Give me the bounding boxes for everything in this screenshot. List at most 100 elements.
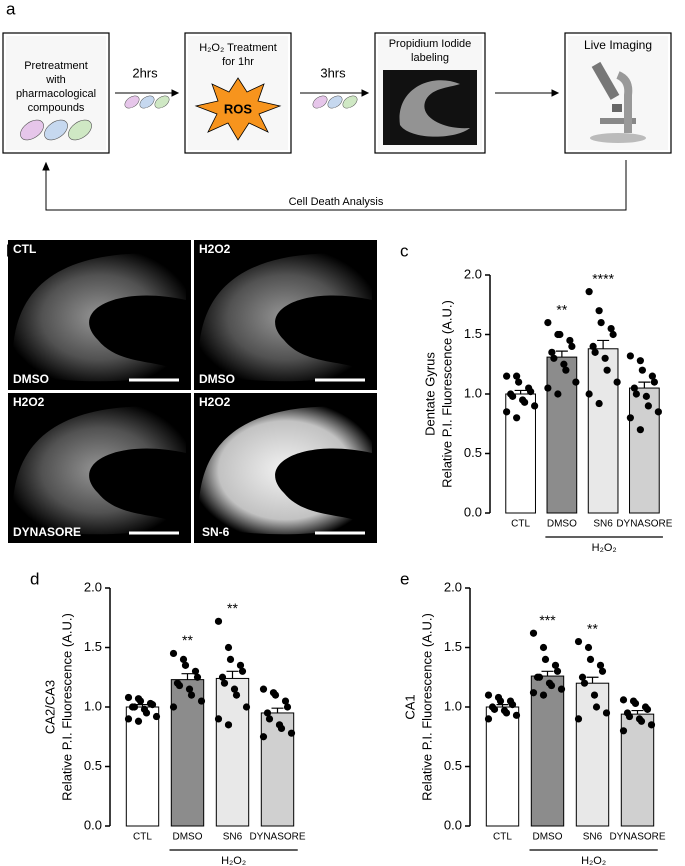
data-point — [230, 685, 239, 693]
data-point — [224, 643, 233, 652]
microscope-icon — [590, 61, 646, 143]
image-label: H2O2 — [199, 242, 231, 256]
significance: *** — [539, 612, 556, 628]
bar — [505, 393, 536, 514]
bar — [260, 712, 295, 827]
error-bar — [181, 673, 194, 680]
data-point — [548, 348, 556, 356]
x-tick-label: DMSO — [533, 832, 563, 843]
y-axis-label: Relative P.I. Fluorescence (A.U.) — [419, 613, 434, 801]
x-tick-label: SN6 — [583, 832, 603, 843]
y-tick-label: 1.5 — [84, 639, 102, 654]
bar — [575, 682, 610, 827]
bar — [620, 713, 655, 827]
data-point — [562, 366, 570, 374]
data-point — [603, 366, 611, 374]
data-point — [535, 673, 544, 681]
data-point — [636, 357, 644, 365]
data-point — [169, 703, 178, 711]
step-box — [184, 32, 292, 154]
data-point — [193, 673, 202, 681]
step-box — [564, 32, 672, 154]
data-point — [529, 689, 538, 697]
data-point — [596, 661, 605, 669]
y-tick-label: 2.0 — [84, 579, 102, 594]
tissue — [12, 406, 187, 535]
image-label: DMSO — [199, 372, 235, 386]
data-point — [585, 390, 593, 398]
data-point — [283, 703, 292, 711]
image-label: DMSO — [13, 372, 49, 386]
data-point — [521, 398, 529, 406]
data-point — [181, 661, 190, 669]
data-point — [585, 288, 593, 296]
interval-label: 3hrs — [320, 65, 346, 80]
y-tick-label: 1.5 — [464, 326, 482, 341]
error-bar — [638, 381, 651, 389]
data-point — [214, 617, 223, 625]
data-point — [277, 724, 286, 733]
data-point — [650, 378, 658, 386]
ros-label: ROS — [224, 101, 253, 116]
data-point — [625, 712, 634, 721]
step-text: H₂O₂ Treatment — [199, 42, 277, 54]
step-box — [374, 32, 486, 154]
data-point — [590, 691, 599, 699]
data-point — [515, 378, 523, 386]
step-text: compounds — [28, 102, 85, 114]
data-point — [554, 390, 562, 398]
data-point — [539, 643, 548, 652]
data-point — [179, 655, 188, 664]
data-point — [187, 691, 196, 699]
significance: ** — [556, 301, 567, 317]
y-tick-label: 0.5 — [444, 758, 462, 773]
significance: ** — [227, 600, 238, 616]
tissue — [198, 406, 372, 535]
data-point — [191, 667, 200, 675]
y-tick-label: 0.5 — [464, 445, 482, 460]
error-bar — [514, 389, 527, 394]
y-tick-label: 2.0 — [464, 266, 482, 281]
data-point — [259, 733, 268, 741]
data-point — [265, 715, 274, 723]
data-point — [142, 709, 151, 717]
y-tick-label: 1.0 — [444, 698, 462, 713]
data-point — [287, 729, 296, 737]
data-point — [232, 691, 241, 699]
x-tick-label: SN6 — [593, 519, 613, 530]
ros-burst — [194, 77, 282, 141]
data-point — [175, 681, 184, 690]
x-tick-label: CTL — [493, 832, 512, 843]
x-tick-label: DYNASORE — [249, 832, 305, 843]
y-axis-label: CA2/CA3 — [42, 680, 57, 734]
data-point — [551, 661, 560, 669]
data-point — [632, 390, 640, 398]
data-point — [560, 360, 568, 368]
panel-label: d — [30, 569, 39, 588]
data-point — [502, 709, 511, 717]
y-tick-label: 0.0 — [84, 817, 102, 832]
y-axis-label: Relative P.I. Fluorescence (A.U.) — [439, 300, 454, 488]
data-point — [124, 693, 133, 702]
data-point — [263, 709, 272, 717]
data-point — [531, 402, 539, 410]
image-label: H2O2 — [199, 395, 231, 409]
step-text: with — [45, 74, 66, 86]
data-point — [242, 703, 251, 711]
error-bar — [496, 704, 509, 707]
error-bar — [555, 350, 568, 358]
data-point — [630, 384, 638, 392]
data-point — [169, 649, 178, 658]
data-point — [508, 701, 517, 709]
data-point — [513, 372, 521, 380]
y-axis-label: CA1 — [402, 694, 417, 719]
group-label: H₂O₂ — [221, 855, 246, 866]
bar — [629, 387, 660, 514]
error-bar — [541, 670, 554, 677]
data-point — [595, 307, 603, 315]
significance: ** — [182, 632, 193, 648]
panel-label: a — [6, 0, 16, 18]
x-tick-label: DMSO — [173, 832, 203, 843]
data-point — [509, 392, 517, 400]
x-tick-label: DMSO — [547, 519, 577, 530]
